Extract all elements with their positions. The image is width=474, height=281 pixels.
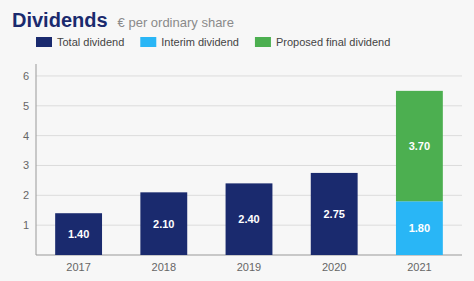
- title: Dividends: [12, 9, 108, 31]
- bar: [311, 173, 358, 255]
- bar: [55, 213, 102, 214]
- y-axis-line: [36, 64, 37, 255]
- bar: [396, 91, 443, 201]
- bar: [55, 213, 102, 214]
- bar: [226, 183, 273, 255]
- chart: Dividends € per ordinary share Total divid…: [0, 0, 474, 281]
- x-tick-label: 2018: [152, 261, 176, 273]
- data-label: 2.40: [238, 213, 259, 225]
- bar: [55, 213, 102, 255]
- y-tick-label: 3: [23, 159, 29, 171]
- subtitle: € per ordinary share: [118, 15, 234, 30]
- x-tick-label: 2019: [237, 261, 261, 273]
- data-label: 3.70: [409, 140, 430, 152]
- y-tick-label: 5: [23, 100, 29, 112]
- bar: [140, 192, 187, 193]
- bar: [140, 192, 187, 255]
- legend-label: Proposed final dividend: [276, 36, 390, 48]
- x-tick-label: 2020: [322, 261, 346, 273]
- y-tick-label: 4: [23, 130, 29, 142]
- bar: [311, 172, 358, 173]
- y-tick-label: 6: [23, 70, 29, 82]
- data-label: 1.40: [68, 228, 89, 240]
- data-label: 2.10: [153, 218, 174, 230]
- x-tick-label: 2017: [66, 261, 90, 273]
- legend-swatch: [255, 37, 271, 47]
- data-label: 1.80: [409, 222, 430, 234]
- x-tick-label: 2021: [407, 261, 431, 273]
- legend-label: Interim dividend: [161, 36, 239, 48]
- legend-swatch: [36, 37, 52, 47]
- bar: [226, 183, 273, 184]
- y-tick-label: 2: [23, 189, 29, 201]
- bar: [226, 183, 273, 184]
- data-label: 2.75: [323, 208, 344, 220]
- bars: [55, 91, 443, 255]
- bar: [140, 192, 187, 193]
- background: [0, 0, 474, 281]
- y-tick-label: 1: [23, 219, 29, 231]
- bar: [311, 172, 358, 173]
- grid-line: [36, 75, 462, 76]
- legend-swatch: [140, 37, 156, 47]
- legend-label: Total dividend: [57, 36, 124, 48]
- bar: [396, 201, 443, 255]
